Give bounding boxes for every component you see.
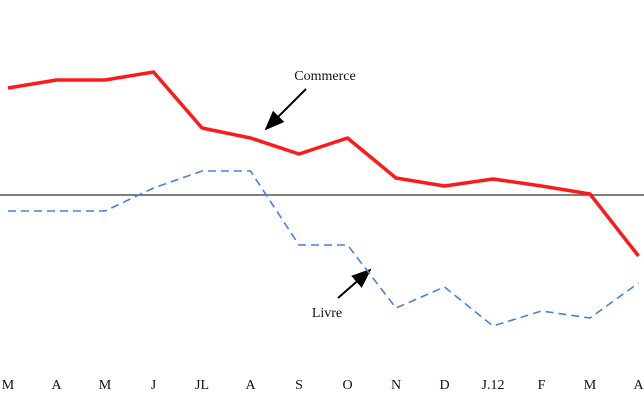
x-tick-label: D xyxy=(439,378,449,393)
x-tick-label: N xyxy=(391,378,401,393)
x-tick-label: J.12 xyxy=(482,378,505,393)
x-tick-label: M xyxy=(584,378,597,393)
x-tick-label: M xyxy=(2,378,15,393)
annotation-arrow xyxy=(264,88,307,131)
x-tick-label: A xyxy=(51,378,62,393)
x-tick-label: A xyxy=(633,378,644,393)
x-tick-label: O xyxy=(342,378,352,393)
x-tick-label: A xyxy=(245,378,256,393)
annotation-arrow xyxy=(337,268,372,299)
x-tick-label: M xyxy=(99,378,112,393)
series-line xyxy=(8,170,639,327)
series-annotation: Commerce xyxy=(294,69,355,84)
x-tick-label: J xyxy=(151,378,157,393)
series-annotation: Livre xyxy=(312,306,342,321)
x-tick-label: JL xyxy=(195,378,209,393)
x-tick-label: F xyxy=(538,378,546,393)
series-line xyxy=(7,70,640,258)
x-tick-label: S xyxy=(295,378,303,393)
